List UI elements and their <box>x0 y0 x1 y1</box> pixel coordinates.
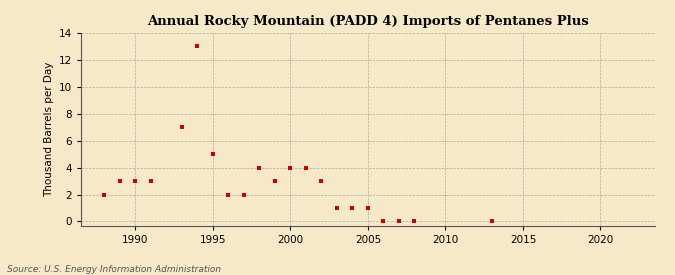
Point <box>238 192 249 197</box>
Point <box>409 219 420 224</box>
Point <box>176 125 187 130</box>
Point <box>99 192 109 197</box>
Point <box>207 152 218 156</box>
Point <box>394 219 404 224</box>
Point <box>285 166 296 170</box>
Point <box>316 179 327 183</box>
Point <box>114 179 125 183</box>
Point <box>145 179 156 183</box>
Point <box>347 206 358 210</box>
Text: Source: U.S. Energy Information Administration: Source: U.S. Energy Information Administ… <box>7 265 221 274</box>
Y-axis label: Thousand Barrels per Day: Thousand Barrels per Day <box>45 62 55 197</box>
Point <box>487 219 497 224</box>
Point <box>130 179 140 183</box>
Point <box>269 179 280 183</box>
Point <box>300 166 311 170</box>
Point <box>223 192 234 197</box>
Point <box>192 44 202 49</box>
Title: Annual Rocky Mountain (PADD 4) Imports of Pentanes Plus: Annual Rocky Mountain (PADD 4) Imports o… <box>147 15 589 28</box>
Point <box>254 166 265 170</box>
Point <box>362 206 373 210</box>
Point <box>331 206 342 210</box>
Point <box>378 219 389 224</box>
